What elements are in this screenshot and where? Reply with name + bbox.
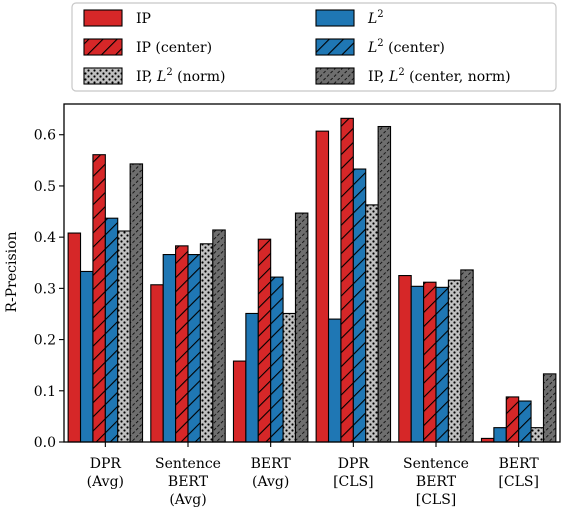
legend-swatch xyxy=(83,38,123,56)
bar-2-0 xyxy=(92,154,106,443)
legend-label: L2 xyxy=(367,9,384,27)
legend-entry: L2 (center) xyxy=(315,38,445,56)
legend-label: IP, L2 (center, norm) xyxy=(368,67,511,85)
bar-5-2 xyxy=(294,212,309,443)
bar-4-1 xyxy=(199,243,214,443)
x-tick-label: Sentence xyxy=(403,456,469,472)
legend-label-part: L xyxy=(156,69,166,85)
bar-4-3 xyxy=(365,204,379,443)
bar-5-5 xyxy=(542,373,557,443)
legend-label-part: IP (center) xyxy=(136,40,212,56)
x-tick-label: BERT xyxy=(416,474,457,490)
bar-1-5 xyxy=(493,427,507,443)
y-tick-label: 0.1 xyxy=(34,384,56,400)
x-tick-label: [CLS] xyxy=(333,474,374,490)
bar-0-4 xyxy=(398,275,412,443)
y-tick-label: 0.2 xyxy=(34,333,56,349)
legend-entry: IP, L2 (norm) xyxy=(83,67,225,85)
bar-3-5 xyxy=(518,400,532,443)
x-tick-label: BERT xyxy=(251,456,292,472)
x-tick-label: (Avg) xyxy=(252,474,289,490)
bar-0-2 xyxy=(232,360,247,443)
legend-label-part: IP, xyxy=(368,69,389,85)
x-tick-label: [CLS] xyxy=(416,492,457,508)
legend-label-sup: 2 xyxy=(377,38,383,49)
legend-swatch xyxy=(315,67,355,85)
legend-label-sup: 2 xyxy=(398,67,404,78)
bar-2-1 xyxy=(175,245,189,443)
x-tick-label: (Avg) xyxy=(169,492,206,508)
legend-box xyxy=(71,2,557,92)
legend-swatch xyxy=(83,9,123,27)
bar-3-4 xyxy=(435,286,449,443)
bar-2-5 xyxy=(505,396,520,443)
y-tick-label: 0.4 xyxy=(34,230,56,246)
legend-label-part: (center, norm) xyxy=(405,69,511,85)
legend-label: IP (center) xyxy=(136,40,212,56)
bar-2-4 xyxy=(423,281,437,443)
bar-0-0 xyxy=(67,232,82,443)
legend-label-sup: 2 xyxy=(377,9,383,20)
bar-1-4 xyxy=(410,285,425,443)
bar-1-2 xyxy=(245,312,259,443)
plot-area: R-Precision 0.0 0.1 0.2 0.3 0.4 0.5 0.6 DPR (Av… xyxy=(4,103,561,508)
y-axis-label: R-Precision xyxy=(4,231,20,312)
bar-4-2 xyxy=(282,312,297,443)
bar-1-3 xyxy=(327,318,342,443)
x-tick-label: (Avg) xyxy=(87,474,124,490)
bar-3-3 xyxy=(352,168,367,443)
bar-5-1 xyxy=(212,229,226,443)
legend-label-sup: 2 xyxy=(166,67,172,78)
y-tick-label: 0.3 xyxy=(34,281,56,297)
x-tick-label: DPR xyxy=(90,456,122,472)
bar-4-0 xyxy=(117,230,131,443)
legend-entry: L2 xyxy=(315,9,384,27)
legend-entry: IP, L2 (center, norm) xyxy=(315,67,511,85)
legend-entry: IP xyxy=(83,9,151,27)
legend-entry: IP (center) xyxy=(83,38,212,56)
bar-1-1 xyxy=(162,254,177,443)
bar-0-1 xyxy=(150,284,164,443)
legend-label-part: L xyxy=(367,11,377,27)
bar-5-4 xyxy=(460,269,474,443)
bar-3-2 xyxy=(270,276,284,443)
x-ticks: DPR (Avg) Sentence BERT (Avg) BERT (Avg) DPR [CL… xyxy=(87,442,540,508)
y-ticks: 0.0 0.1 0.2 0.3 0.4 0.5 0.6 xyxy=(34,128,64,451)
y-tick-label: 0.6 xyxy=(34,128,56,144)
bar-4-5 xyxy=(530,427,545,443)
legend-swatch xyxy=(83,67,123,85)
bar-2-3 xyxy=(340,117,354,443)
legend-label: IP xyxy=(136,11,151,27)
bar-5-3 xyxy=(377,125,392,443)
y-tick-label: 0.5 xyxy=(34,179,56,195)
legend-label-part: (center) xyxy=(384,40,445,56)
x-tick-label: BERT xyxy=(168,474,209,490)
bar-2-2 xyxy=(257,238,272,443)
plot-frame xyxy=(63,103,561,443)
legend-label-part: L xyxy=(367,40,377,56)
x-tick-label: DPR xyxy=(338,456,370,472)
bar-3-1 xyxy=(187,254,201,443)
legend-swatch xyxy=(315,9,355,27)
bar-0-3 xyxy=(315,130,330,443)
x-tick-label: Sentence xyxy=(155,456,221,472)
legend-label-part: IP xyxy=(136,11,151,27)
bar-3-0 xyxy=(104,217,119,443)
bar-1-0 xyxy=(79,270,94,443)
legend-label-part: (norm) xyxy=(173,69,226,85)
x-tick-label: [CLS] xyxy=(498,474,539,490)
x-tick-label: BERT xyxy=(499,456,540,472)
bar-5-0 xyxy=(129,163,144,443)
legend-swatch xyxy=(315,38,355,56)
legend-label: IP, L2 (norm) xyxy=(136,67,225,85)
bar-4-4 xyxy=(447,279,462,443)
y-tick-label: 0.0 xyxy=(34,435,56,451)
legend-label: L2 (center) xyxy=(367,38,445,56)
legend-label-part: IP, xyxy=(136,69,157,85)
bars xyxy=(67,117,557,443)
legend-label-part: L xyxy=(388,69,398,85)
